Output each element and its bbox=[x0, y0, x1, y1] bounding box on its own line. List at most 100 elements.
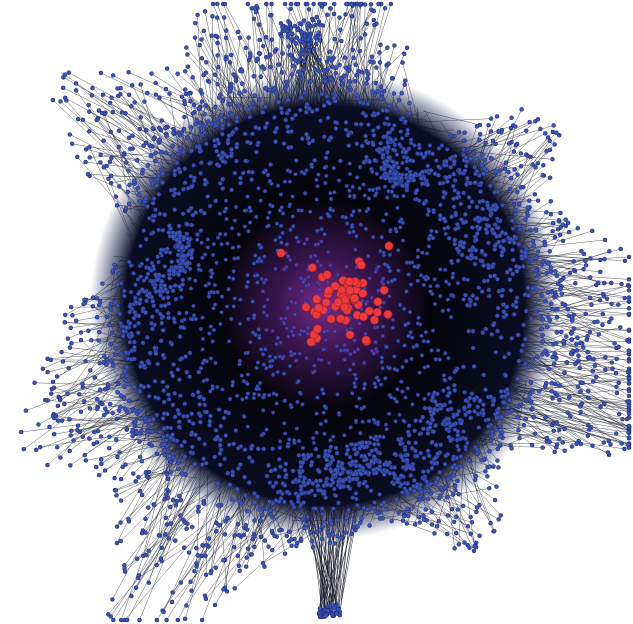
node bbox=[300, 460, 306, 465]
node bbox=[585, 349, 590, 355]
node bbox=[461, 276, 467, 282]
node bbox=[83, 147, 89, 152]
node bbox=[454, 221, 460, 227]
node bbox=[571, 312, 577, 318]
node bbox=[355, 93, 360, 99]
node bbox=[453, 488, 458, 493]
node bbox=[327, 540, 333, 546]
node bbox=[151, 416, 156, 422]
node bbox=[91, 441, 96, 447]
node bbox=[60, 359, 66, 364]
node bbox=[503, 373, 509, 379]
node bbox=[217, 181, 223, 186]
node bbox=[191, 303, 196, 309]
node bbox=[283, 79, 289, 85]
node bbox=[228, 85, 234, 91]
node bbox=[68, 304, 74, 310]
node bbox=[337, 613, 343, 618]
node bbox=[508, 125, 514, 131]
node bbox=[328, 518, 333, 523]
node bbox=[421, 339, 426, 344]
node bbox=[98, 160, 103, 165]
node bbox=[268, 162, 273, 167]
node bbox=[364, 154, 369, 160]
node bbox=[489, 429, 495, 435]
node bbox=[261, 362, 267, 367]
node bbox=[150, 326, 155, 332]
node bbox=[194, 545, 199, 551]
node bbox=[395, 476, 401, 482]
node bbox=[81, 399, 87, 404]
node bbox=[470, 293, 476, 298]
node bbox=[118, 538, 123, 544]
node bbox=[365, 71, 371, 77]
node bbox=[163, 249, 169, 255]
node bbox=[587, 329, 593, 335]
node bbox=[376, 442, 381, 447]
node bbox=[614, 384, 619, 390]
node bbox=[312, 66, 318, 72]
node bbox=[325, 115, 331, 121]
node bbox=[313, 506, 318, 511]
node bbox=[160, 180, 165, 185]
node bbox=[371, 17, 377, 23]
node bbox=[613, 371, 619, 376]
node bbox=[58, 99, 63, 104]
node bbox=[222, 15, 227, 20]
node bbox=[180, 149, 186, 155]
node bbox=[451, 196, 456, 202]
node bbox=[246, 229, 251, 234]
node bbox=[234, 126, 239, 132]
node bbox=[319, 506, 325, 511]
node bbox=[172, 207, 178, 213]
node bbox=[143, 530, 148, 535]
node bbox=[512, 124, 518, 129]
node bbox=[55, 403, 61, 409]
node bbox=[404, 166, 410, 172]
node bbox=[181, 253, 186, 259]
node bbox=[172, 538, 178, 543]
node bbox=[332, 541, 337, 546]
node bbox=[273, 480, 279, 486]
node bbox=[305, 514, 311, 520]
node bbox=[262, 538, 268, 543]
node bbox=[607, 319, 612, 325]
node bbox=[402, 513, 407, 519]
node bbox=[127, 320, 133, 326]
node bbox=[118, 91, 123, 97]
node bbox=[589, 302, 594, 307]
node bbox=[170, 288, 176, 294]
node bbox=[401, 193, 406, 199]
node bbox=[181, 413, 186, 419]
node bbox=[169, 599, 175, 605]
node bbox=[118, 617, 124, 623]
node bbox=[464, 159, 470, 164]
node bbox=[437, 181, 443, 186]
node bbox=[527, 392, 533, 397]
node bbox=[385, 195, 390, 200]
node bbox=[609, 360, 615, 365]
node bbox=[166, 223, 172, 229]
node bbox=[480, 206, 486, 212]
node bbox=[229, 225, 235, 231]
node bbox=[110, 109, 116, 115]
node bbox=[523, 416, 529, 422]
node bbox=[367, 464, 372, 469]
node bbox=[158, 247, 164, 252]
node bbox=[554, 392, 560, 398]
node bbox=[499, 394, 505, 399]
node bbox=[155, 254, 160, 260]
node bbox=[583, 311, 589, 317]
node bbox=[157, 311, 163, 317]
node bbox=[518, 163, 524, 169]
node bbox=[309, 109, 315, 114]
node bbox=[355, 524, 360, 529]
node bbox=[166, 392, 171, 397]
node bbox=[284, 489, 290, 495]
node bbox=[242, 88, 247, 94]
node bbox=[183, 87, 188, 92]
node bbox=[108, 341, 113, 347]
node bbox=[219, 131, 225, 137]
node bbox=[192, 568, 197, 574]
node bbox=[133, 585, 139, 590]
